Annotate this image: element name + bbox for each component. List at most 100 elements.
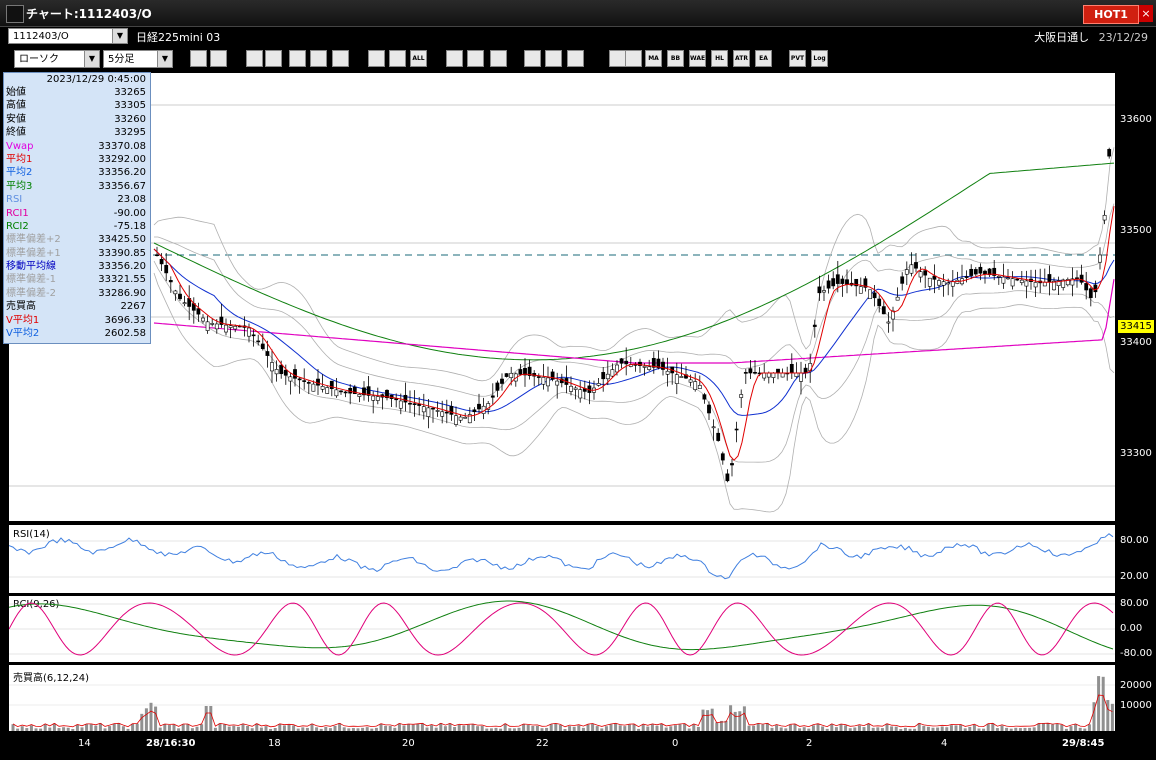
volume-bar [558, 725, 562, 731]
volume-bar [466, 724, 470, 731]
volume-bar [476, 726, 480, 731]
volume-bar [586, 724, 590, 731]
rci-tick-80: 80.00 [1120, 598, 1149, 609]
volume-bar [637, 728, 641, 731]
pvt-icon[interactable]: PVT [789, 50, 806, 67]
ea-icon[interactable]: EA [755, 50, 772, 67]
candle-body [1070, 278, 1075, 286]
zoom-icon[interactable] [190, 50, 207, 67]
candle-body [789, 364, 794, 374]
atr-icon[interactable]: ATR [733, 50, 750, 67]
gear-icon[interactable] [524, 50, 541, 67]
candle-body [624, 360, 629, 365]
volume-bar [356, 728, 360, 731]
volume-bar [1032, 727, 1036, 731]
volume-pane[interactable]: 売買高(6,12,24) [8, 664, 1116, 732]
eraser-icon[interactable] [490, 50, 507, 67]
info-row: 移動平均線 33356.20 [4, 260, 150, 273]
volume-bar [977, 728, 981, 731]
volume-bar [75, 724, 79, 731]
info-label: 高値 [6, 100, 26, 112]
a-icon[interactable] [332, 50, 349, 67]
volume-bar [310, 723, 314, 731]
info-value: -75.18 [113, 220, 146, 232]
candle-body [1088, 288, 1093, 298]
candle-body [762, 372, 767, 379]
chevron-down-icon[interactable]: ▼ [84, 51, 99, 67]
candle-body [173, 290, 178, 295]
candle-body [674, 374, 679, 384]
chevron-down-icon[interactable]: ▼ [112, 29, 127, 43]
chevron-down-icon[interactable]: ▼ [157, 51, 172, 67]
volume-bar [940, 726, 944, 731]
volume-bar [627, 724, 631, 731]
arrow-icon[interactable] [310, 50, 327, 67]
candle-body [987, 268, 992, 276]
rci-pane[interactable]: RCI(9,26) [8, 595, 1116, 663]
all-icon[interactable]: ALL [410, 50, 427, 67]
volume-bar [98, 723, 102, 731]
bar-icon[interactable] [289, 50, 306, 67]
hot-button[interactable]: HOT1 [1083, 5, 1139, 24]
candle-body [743, 372, 748, 374]
volume-bar [347, 728, 351, 731]
candle-body [274, 369, 279, 375]
candle-body [578, 389, 583, 399]
log-icon[interactable]: Log [811, 50, 828, 67]
close-icon[interactable]: × [1139, 5, 1153, 22]
candle-body [858, 286, 863, 294]
candle-body [504, 373, 509, 377]
hl-icon[interactable]: HL [711, 50, 728, 67]
info-label: 安値 [6, 113, 26, 125]
info-label: 標準偏差-2 [6, 287, 56, 299]
volume-bar [379, 723, 383, 731]
info-row: 安値 33260 [4, 113, 150, 126]
candle-body [863, 278, 868, 288]
price-chart-pane[interactable] [8, 72, 1116, 522]
ma-icon[interactable]: MA [645, 50, 662, 67]
volume-tick-20000: 20000 [1120, 680, 1152, 691]
pen-icon[interactable] [446, 50, 463, 67]
info-row: 標準偏差+1 33390.85 [4, 247, 150, 260]
volume-bar [687, 728, 691, 731]
volume-bar [931, 727, 935, 731]
cursor-icon[interactable] [210, 50, 227, 67]
box1-icon[interactable] [368, 50, 385, 67]
volume-bar [830, 724, 834, 731]
volume-bar [420, 723, 424, 731]
candle-body [306, 382, 311, 384]
candle-body [909, 264, 914, 274]
info-label: 標準偏差-1 [6, 274, 56, 286]
volume-bar [29, 725, 33, 731]
rsi-line [9, 533, 1114, 580]
rsi-pane[interactable]: RSI(14) [8, 524, 1116, 594]
wae-icon[interactable]: WAE [689, 50, 706, 67]
candle-body [707, 404, 711, 414]
symbol-code: 1112403/O [13, 31, 69, 42]
candle-body [398, 400, 403, 409]
pointer-icon[interactable] [467, 50, 484, 67]
chart-type-value: ローソク [19, 54, 59, 65]
rsi-label: RSI(14) [13, 529, 50, 540]
q-icon[interactable] [265, 50, 282, 67]
bb-icon[interactable]: BB [667, 50, 684, 67]
chart-type-select[interactable]: ローソク ▼ [14, 50, 100, 68]
candle-icon[interactable] [246, 50, 263, 67]
volume-bar [388, 725, 392, 731]
volume-bar [126, 728, 130, 731]
sp-icon[interactable] [625, 50, 642, 67]
candle-body [835, 274, 840, 284]
info-value: 33292.00 [98, 153, 146, 165]
candle-body [868, 289, 872, 300]
color-icon[interactable] [609, 50, 626, 67]
info-row: 標準偏差-1 33321.55 [4, 273, 150, 286]
wrench-icon[interactable] [545, 50, 562, 67]
palette-icon[interactable] [567, 50, 584, 67]
symbol-select[interactable]: 1112403/O ▼ [8, 28, 128, 44]
price-tick: 33600 [1120, 114, 1152, 125]
candle-body [523, 367, 527, 376]
volume-bar [209, 706, 213, 731]
box2-icon[interactable] [389, 50, 406, 67]
volume-bar [177, 728, 181, 731]
timeframe-select[interactable]: 5分足 ▼ [103, 50, 173, 68]
